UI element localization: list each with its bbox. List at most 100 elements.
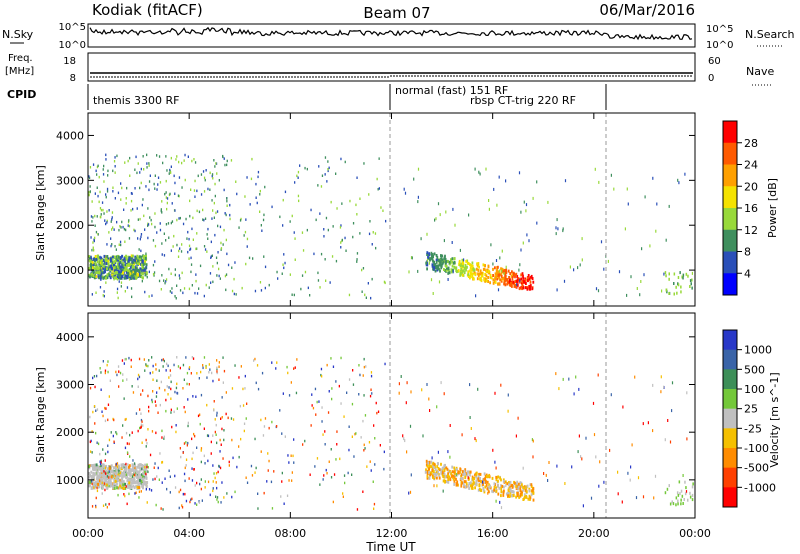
nsky-trace [89, 26, 693, 41]
scatter-cell [469, 271, 472, 275]
scatter-cell [262, 434, 265, 437]
scatter-cell [476, 483, 478, 487]
scatter-cell [470, 427, 472, 430]
scatter-cell [218, 274, 220, 278]
scatter-cell [99, 274, 102, 278]
scatter-cell [134, 492, 136, 495]
scatter-cell [629, 478, 631, 482]
scatter-cell [526, 484, 529, 488]
scatter-cell [436, 268, 439, 272]
scatter-cell [446, 480, 448, 484]
scatter-cell [411, 256, 413, 260]
scatter-cell [448, 260, 451, 264]
scatter-cell [489, 281, 491, 285]
scatter-cell [101, 479, 104, 483]
scatter-cell [464, 474, 467, 478]
scatter-cell [172, 245, 174, 248]
scatter-cell [356, 176, 358, 179]
scatter-cell [152, 263, 155, 267]
scatter-cell [118, 385, 120, 388]
scatter-cell [102, 173, 105, 176]
scatter-cell [151, 400, 153, 404]
ytick-label: 4000 [56, 331, 84, 344]
scatter-cell [139, 217, 141, 221]
scatter-cell [190, 270, 192, 274]
scatter-cell [122, 263, 124, 267]
scatter-cell [211, 371, 213, 375]
scatter-cell [324, 443, 326, 446]
scatter-cell [93, 239, 95, 243]
scatter-cell [97, 256, 100, 260]
scatter-cell [142, 155, 144, 158]
scatter-cell [122, 267, 125, 270]
scatter-cell [682, 474, 684, 477]
scatter-cell [226, 159, 228, 163]
scatter-cell [108, 231, 110, 234]
scatter-cell [105, 153, 107, 157]
scatter-cell [523, 280, 526, 284]
scatter-cell [101, 481, 103, 485]
scatter-cell [129, 271, 132, 275]
scatter-cell [403, 187, 405, 191]
scatter-cell [97, 465, 100, 469]
scatter-cell [195, 279, 197, 283]
scatter-cell [155, 363, 157, 366]
scatter-cell [115, 370, 117, 374]
velocity-cbar-cells [723, 330, 737, 508]
velocity-cbar-label: Velocity [m s^-1] [768, 372, 781, 467]
scatter-cell [144, 273, 147, 277]
scatter-cell [129, 174, 131, 177]
scatter-cell [137, 385, 139, 388]
scatter-cell [252, 257, 254, 260]
scatter-cell [207, 434, 210, 438]
scatter-cell [177, 255, 180, 258]
scatter-cell [194, 161, 197, 164]
scatter-cell [154, 187, 156, 190]
scatter-cell [104, 478, 107, 482]
scatter-cell [468, 482, 471, 485]
scatter-cell [139, 426, 141, 430]
scatter-cell [525, 494, 527, 498]
scatter-cell [107, 273, 110, 277]
scatter-cell [118, 280, 120, 283]
scatter-cell [147, 236, 149, 240]
scatter-cell [479, 479, 482, 483]
scatter-cell [668, 204, 670, 208]
scatter-cell [110, 469, 113, 473]
scatter-cell [327, 411, 330, 414]
scatter-cell [210, 256, 212, 259]
scatter-cell [225, 288, 227, 292]
scatter-cell [122, 373, 124, 376]
cbar-cell [723, 369, 737, 390]
scatter-cell [222, 381, 224, 384]
scatter-cell [501, 276, 504, 280]
scatter-cell [149, 174, 151, 177]
scatter-cell [526, 233, 528, 237]
scatter-cell [509, 272, 512, 276]
scatter-cell [216, 441, 218, 445]
scatter-cell [430, 465, 433, 469]
ytick-label: 4000 [56, 129, 84, 142]
scatter-cell [431, 456, 433, 460]
scatter-cell [216, 274, 218, 277]
scatter-cell [427, 256, 429, 259]
scatter-cell [429, 465, 431, 469]
scatter-cell [110, 431, 112, 434]
scatter-cell [137, 268, 140, 272]
scatter-cell [96, 474, 99, 478]
scatter-cell [352, 222, 355, 225]
scatter-cell [164, 281, 166, 285]
scatter-cell [90, 470, 93, 474]
scatter-cell [111, 228, 113, 231]
scatter-cell [661, 289, 663, 293]
scatter-cell [473, 268, 476, 272]
scatter-cell [105, 503, 107, 506]
scatter-cell [690, 282, 692, 286]
scatter-cell [500, 278, 503, 282]
scatter-cell [691, 485, 694, 489]
scatter-cell [362, 267, 365, 270]
scatter-cell [440, 257, 443, 261]
scatter-cell [460, 267, 463, 271]
scatter-cell [532, 439, 534, 443]
scatter-cell [110, 475, 113, 479]
